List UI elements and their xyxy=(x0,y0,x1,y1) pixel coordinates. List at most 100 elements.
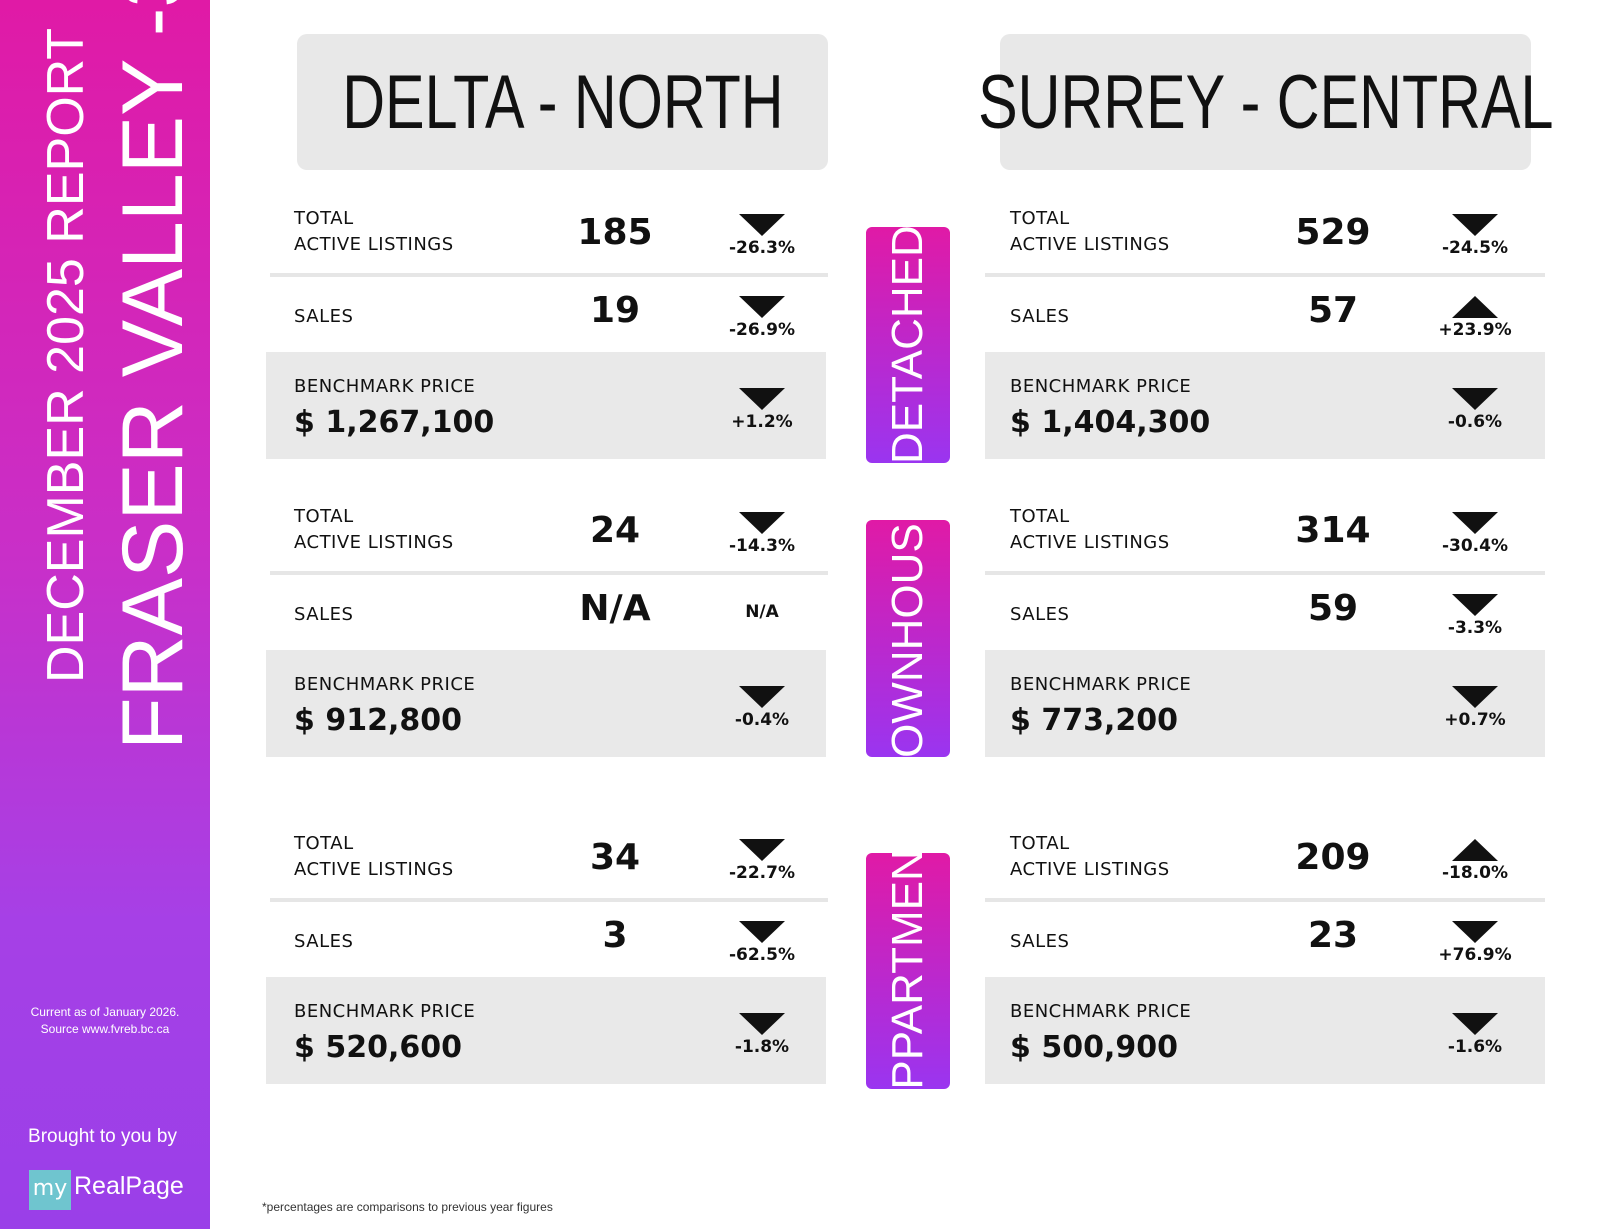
benchmark-price: $ 1,404,300 xyxy=(1010,405,1211,440)
logo-mark: my xyxy=(29,1170,71,1210)
row-value: 529 xyxy=(1295,212,1371,253)
row-label: BENCHMARK PRICE xyxy=(294,1001,476,1022)
row-value: 314 xyxy=(1295,510,1371,551)
trend-arrow-down xyxy=(739,388,785,410)
trend-arrow-down xyxy=(739,214,785,236)
separator xyxy=(270,571,828,575)
change-pct: -62.5% xyxy=(728,945,796,965)
property-type: TOWNHOUSE xyxy=(883,493,932,784)
row-value: 3 xyxy=(602,915,628,956)
benchmark-box xyxy=(985,650,1545,757)
row-label: BENCHMARK PRICE xyxy=(294,376,476,397)
benchmark-price: $ 773,200 xyxy=(1010,703,1178,738)
area-name: DELTA - NORTH xyxy=(341,59,784,145)
row-label: SALES xyxy=(294,931,354,952)
separator xyxy=(985,273,1545,277)
separator xyxy=(985,571,1545,575)
change-pct: -26.3% xyxy=(728,238,796,258)
row-label: TOTAL ACTIVE LISTINGS xyxy=(1010,506,1170,553)
benchmark-price: $ 500,900 xyxy=(1010,1030,1178,1065)
sidebar: DECEMBER 2025 REPORT FRASER VALLEY -3 Cu… xyxy=(0,0,210,1229)
trend-arrow-down xyxy=(739,1013,785,1035)
separator xyxy=(270,273,828,277)
property-type-tag: APPARTMENT xyxy=(866,822,950,1120)
benchmark-box xyxy=(985,977,1545,1084)
row-label: BENCHMARK PRICE xyxy=(1010,376,1192,397)
change-pct: -26.9% xyxy=(728,320,796,340)
row-value: 19 xyxy=(589,290,641,331)
benchmark-price: $ 912,800 xyxy=(294,703,462,738)
change-pct: +23.9% xyxy=(1438,320,1512,340)
row-label: BENCHMARK PRICE xyxy=(294,674,476,695)
row-label: TOTAL ACTIVE LISTINGS xyxy=(1010,208,1170,255)
row-label: BENCHMARK PRICE xyxy=(1010,1001,1192,1022)
change-pct: +76.9% xyxy=(1438,945,1512,965)
trend-arrow-down xyxy=(1452,1013,1498,1035)
trend-arrow-down xyxy=(1452,214,1498,236)
property-type-tag: DETACHED xyxy=(866,225,950,465)
change-pct: -24.5% xyxy=(1441,238,1509,258)
row-label: SALES xyxy=(1010,604,1070,625)
logo-name: RealPage xyxy=(74,1172,184,1200)
change-pct: -22.7% xyxy=(728,863,796,883)
trend-arrow-down xyxy=(739,839,785,861)
area-header: SURREY - CENTRAL xyxy=(978,34,1553,170)
benchmark-price: $ 520,600 xyxy=(294,1030,462,1065)
change-pct: -0.4% xyxy=(734,710,790,730)
property-type: DETACHED xyxy=(883,225,932,465)
benchmark-box xyxy=(266,352,826,459)
trend-arrow-down xyxy=(1452,921,1498,943)
trend-arrow-down xyxy=(739,686,785,708)
change-pct: -1.8% xyxy=(734,1037,790,1057)
change-pct: -0.6% xyxy=(1447,412,1503,432)
change-pct: N/A xyxy=(745,602,779,622)
row-label: TOTAL ACTIVE LISTINGS xyxy=(294,833,454,880)
brought-by: Brought to you by xyxy=(28,1126,177,1147)
row-label: SALES xyxy=(1010,306,1070,327)
row-label: SALES xyxy=(1010,931,1070,952)
change-pct: -1.6% xyxy=(1447,1037,1503,1057)
row-value: 23 xyxy=(1307,915,1359,956)
row-value: 209 xyxy=(1295,837,1371,878)
trend-arrow-down xyxy=(1452,594,1498,616)
property-type: APPARTMENT xyxy=(883,822,932,1120)
benchmark-box xyxy=(266,977,826,1084)
report-title: DECEMBER 2025 REPORT xyxy=(37,27,95,683)
trend-arrow-down xyxy=(1452,388,1498,410)
change-pct: -18.0% xyxy=(1441,863,1509,883)
trend-arrow-up xyxy=(1452,839,1498,861)
row-value: 24 xyxy=(589,510,641,551)
benchmark-box xyxy=(266,650,826,757)
area-header: DELTA - NORTH xyxy=(297,34,828,170)
row-label: TOTAL ACTIVE LISTINGS xyxy=(1010,833,1170,880)
row-label: TOTAL ACTIVE LISTINGS xyxy=(294,506,454,553)
change-pct: +0.7% xyxy=(1444,710,1506,730)
row-value: 34 xyxy=(589,837,641,878)
change-pct: -3.3% xyxy=(1447,618,1503,638)
row-label: SALES xyxy=(294,306,354,327)
row-value: N/A xyxy=(579,588,651,629)
row-label: TOTAL ACTIVE LISTINGS xyxy=(294,208,454,255)
row-label: SALES xyxy=(294,604,354,625)
separator xyxy=(985,898,1545,902)
trend-arrow-down xyxy=(1452,686,1498,708)
footnote: *percentages are comparisons to previous… xyxy=(262,1200,553,1214)
region-title: FRASER VALLEY -3 xyxy=(105,0,201,750)
property-type-tag: TOWNHOUSE xyxy=(866,493,950,784)
row-label: BENCHMARK PRICE xyxy=(1010,674,1192,695)
source-note: Current as of January 2026. Source www.f… xyxy=(30,1005,180,1036)
area-name: SURREY - CENTRAL xyxy=(977,59,1554,145)
row-value: 185 xyxy=(577,212,653,253)
trend-arrow-down xyxy=(739,296,785,318)
benchmark-box xyxy=(985,352,1545,459)
change-pct: +1.2% xyxy=(731,412,793,432)
separator xyxy=(270,898,828,902)
row-value: 57 xyxy=(1307,290,1359,331)
trend-arrow-down xyxy=(739,512,785,534)
row-value: 59 xyxy=(1307,588,1359,629)
trend-arrow-down xyxy=(739,921,785,943)
change-pct: -14.3% xyxy=(728,536,796,556)
trend-arrow-down xyxy=(1452,512,1498,534)
change-pct: -30.4% xyxy=(1441,536,1509,556)
